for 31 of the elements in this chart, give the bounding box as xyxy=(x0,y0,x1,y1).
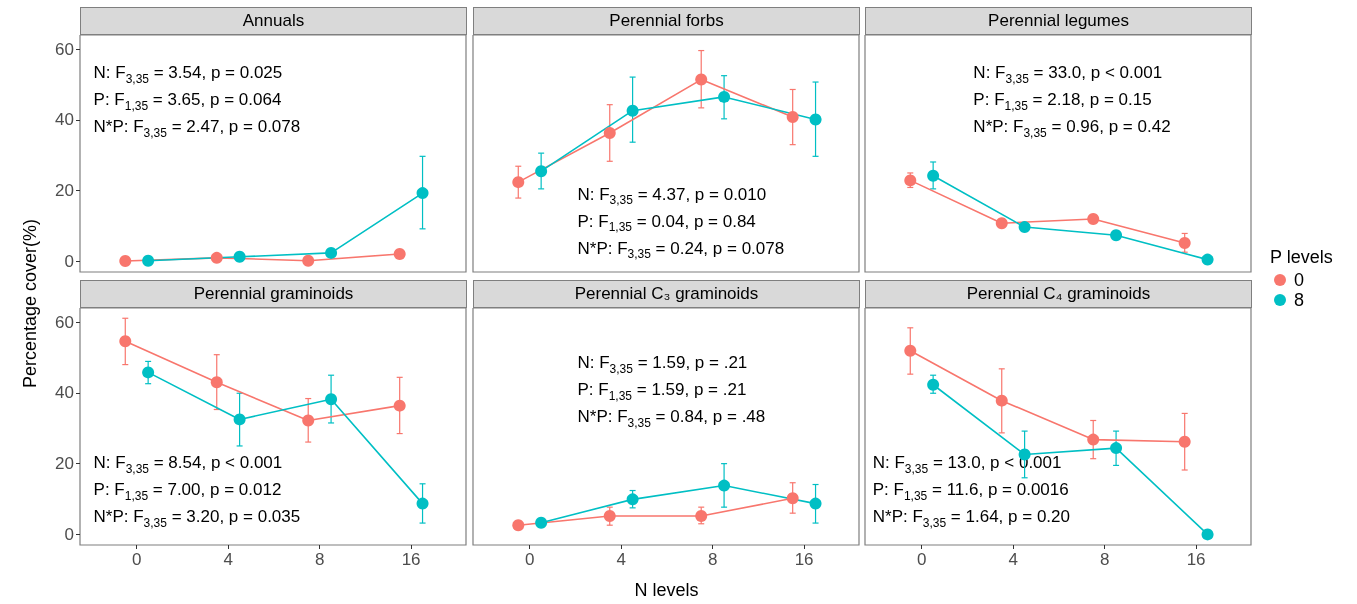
chart-title: Perennial C₄ graminoids xyxy=(865,280,1252,308)
chart-title: Annuals xyxy=(80,7,467,35)
x-tick-label: 0 xyxy=(916,550,927,569)
x-tick-label: 4 xyxy=(616,550,626,569)
y-tick-label: 0 xyxy=(64,524,74,544)
x-tick-label: 0 xyxy=(131,550,142,569)
y-tick-label: 60 xyxy=(55,312,74,332)
legend-label: 8 xyxy=(1294,289,1305,311)
x-tick-label: 0 xyxy=(524,550,535,569)
chart-title: Perennial forbs xyxy=(473,7,860,35)
x-tick-label: 8 xyxy=(1099,550,1110,569)
x-axis-title: N levels xyxy=(633,580,700,601)
chart-title: Perennial legumes xyxy=(865,7,1252,35)
x-tick-label: 4 xyxy=(1008,550,1018,569)
y-axis-title: Percentage cover(%) xyxy=(19,217,41,391)
y-tick-label: 40 xyxy=(55,383,74,403)
y-tick-label: 40 xyxy=(55,110,74,130)
x-tick-label: 8 xyxy=(707,550,718,569)
legend-title: P levels xyxy=(1270,247,1333,268)
legend-label: 0 xyxy=(1294,269,1305,291)
x-tick-label: 16 xyxy=(1186,550,1206,569)
chart-title: Perennial C₃ graminoids xyxy=(473,280,860,308)
y-tick-label: 20 xyxy=(55,454,74,474)
x-tick-label: 4 xyxy=(223,550,233,569)
y-tick-label: 60 xyxy=(55,39,74,59)
chart-title: Perennial graminoids xyxy=(80,280,467,308)
y-tick-label: 0 xyxy=(64,251,74,271)
x-tick-label: 16 xyxy=(401,550,421,569)
y-tick-label: 20 xyxy=(55,181,74,201)
x-tick-label: 8 xyxy=(314,550,325,569)
x-tick-label: 16 xyxy=(794,550,814,569)
